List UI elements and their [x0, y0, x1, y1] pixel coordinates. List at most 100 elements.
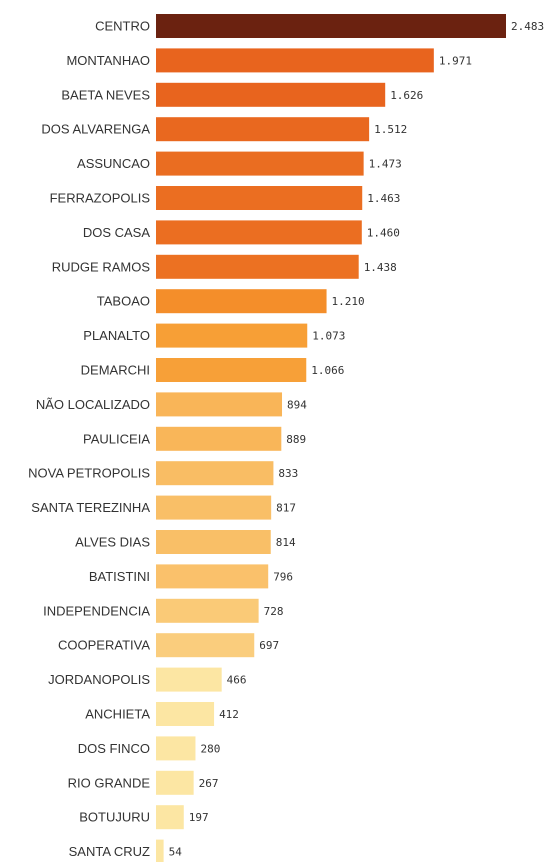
- value-label: 1.473: [369, 158, 402, 171]
- value-label: 267: [199, 777, 219, 790]
- bar[interactable]: [156, 495, 272, 520]
- category-label: INDEPENDENCIA: [43, 603, 150, 618]
- bar-row: MONTANHAO 1.971: [66, 48, 472, 73]
- value-label: 814: [276, 536, 296, 549]
- bar[interactable]: [156, 770, 194, 795]
- bar[interactable]: [156, 151, 364, 176]
- value-label: 1.073: [312, 330, 345, 343]
- category-label: MONTANHAO: [66, 53, 150, 68]
- bar[interactable]: [156, 82, 386, 107]
- bar-row: TABOAO 1.210: [97, 289, 365, 314]
- bar-row: ASSUNCAO 1.473: [77, 151, 402, 176]
- value-label: 280: [200, 742, 220, 755]
- bar[interactable]: [156, 461, 274, 486]
- bar[interactable]: [156, 702, 215, 726]
- bar-row: BOTUJURU 197: [79, 805, 209, 830]
- value-label: 796: [273, 570, 293, 583]
- category-label: DOS CASA: [83, 225, 151, 240]
- bar-row: RUDGE RAMOS 1.438: [52, 254, 397, 279]
- bar[interactable]: [156, 598, 259, 623]
- bar[interactable]: [156, 117, 370, 142]
- bar[interactable]: [156, 289, 327, 314]
- category-label: SANTA CRUZ: [69, 844, 150, 859]
- value-label: 2.483: [511, 20, 544, 33]
- bar-row: NOVA PETROPOLIS 833: [28, 461, 298, 486]
- category-label: BOTUJURU: [79, 810, 150, 825]
- bar[interactable]: [156, 358, 307, 382]
- bar[interactable]: [156, 667, 222, 692]
- value-label: 1.463: [367, 192, 400, 205]
- bar-row: NÃO LOCALIZADO 894: [36, 392, 307, 417]
- chart-rows: CENTRO 2.483 MONTANHAO 1.971 BAETA NEVES 1.62…: [28, 14, 544, 862]
- category-label: TABOAO: [97, 294, 150, 309]
- bar-row: PLANALTO 1.073: [83, 323, 345, 348]
- bar-row: DOS FINCO 280: [78, 736, 220, 761]
- bar-row: DOS ALVARENGA 1.512: [41, 117, 407, 142]
- category-label: DOS FINCO: [78, 741, 150, 756]
- value-label: 728: [264, 605, 284, 618]
- bar[interactable]: [156, 805, 184, 830]
- bar-row: DOS CASA 1.460: [83, 220, 400, 245]
- value-label: 697: [259, 639, 279, 652]
- category-label: SANTA TEREZINHA: [31, 500, 150, 515]
- bar-row: ALVES DIAS 814: [75, 530, 296, 554]
- category-label: BATISTINI: [89, 569, 150, 584]
- bar[interactable]: [156, 530, 271, 554]
- category-label: NÃO LOCALIZADO: [36, 397, 150, 412]
- bar[interactable]: [156, 186, 363, 210]
- category-label: RUDGE RAMOS: [52, 259, 151, 274]
- value-label: 889: [286, 433, 306, 446]
- value-label: 412: [219, 708, 239, 721]
- category-label: PAULICEIA: [83, 431, 150, 446]
- category-label: CENTRO: [95, 19, 150, 34]
- bar-row: CENTRO 2.483: [95, 14, 544, 38]
- bar-row: PAULICEIA 889: [83, 426, 306, 451]
- bar-row: SANTA CRUZ 54: [69, 839, 183, 862]
- bar[interactable]: [156, 392, 283, 417]
- value-label: 1.210: [332, 295, 365, 308]
- bar-row: COOPERATIVA 697: [58, 633, 279, 658]
- bar[interactable]: [156, 426, 282, 451]
- bar-row: BATISTINI 796: [89, 564, 293, 589]
- bar[interactable]: [156, 254, 359, 279]
- value-label: 1.971: [439, 54, 472, 67]
- value-label: 833: [278, 467, 298, 480]
- value-label: 1.512: [374, 123, 407, 136]
- value-label: 817: [276, 502, 296, 515]
- bar-row: BAETA NEVES 1.626: [61, 82, 423, 107]
- bar-row: FERRAZOPOLIS 1.463: [50, 186, 400, 210]
- value-label: 466: [227, 674, 247, 687]
- bar[interactable]: [156, 633, 255, 658]
- bar-row: INDEPENDENCIA 728: [43, 598, 284, 623]
- category-label: ANCHIETA: [85, 707, 150, 722]
- bar-row: RIO GRANDE 267: [68, 770, 219, 795]
- bar[interactable]: [156, 14, 506, 38]
- bar[interactable]: [156, 220, 362, 245]
- category-label: DEMARCHI: [81, 363, 150, 378]
- value-label: 1.438: [364, 261, 397, 274]
- value-label: 894: [287, 398, 307, 411]
- category-label: NOVA PETROPOLIS: [28, 466, 150, 481]
- value-label: 1.626: [390, 89, 423, 102]
- bar-row: SANTA TEREZINHA 817: [31, 495, 296, 520]
- category-label: COOPERATIVA: [58, 638, 150, 653]
- bar-row: DEMARCHI 1.066: [81, 358, 344, 382]
- category-label: FERRAZOPOLIS: [50, 191, 151, 206]
- value-label: 1.066: [311, 364, 344, 377]
- value-label: 1.460: [367, 226, 400, 239]
- category-label: PLANALTO: [83, 328, 150, 343]
- value-label: 197: [189, 811, 209, 824]
- bar[interactable]: [156, 323, 308, 348]
- bar[interactable]: [156, 564, 269, 589]
- bar[interactable]: [156, 48, 434, 73]
- category-label: ALVES DIAS: [75, 535, 150, 550]
- bar-row: JORDANOPOLIS 466: [48, 667, 247, 692]
- category-label: DOS ALVARENGA: [41, 122, 150, 137]
- bar[interactable]: [156, 839, 164, 862]
- category-label: JORDANOPOLIS: [48, 672, 150, 687]
- category-label: ASSUNCAO: [77, 156, 150, 171]
- value-label: 54: [169, 846, 183, 859]
- bar-row: ANCHIETA 412: [85, 702, 239, 726]
- bar[interactable]: [156, 736, 196, 761]
